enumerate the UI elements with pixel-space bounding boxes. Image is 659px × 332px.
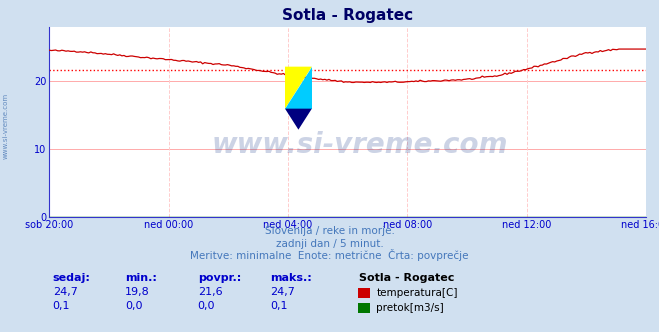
Text: 21,6: 21,6: [198, 287, 222, 297]
Text: 24,7: 24,7: [53, 287, 78, 297]
Text: temperatura[C]: temperatura[C]: [376, 288, 458, 298]
Text: www.si-vreme.com: www.si-vreme.com: [212, 131, 508, 159]
Text: 0,0: 0,0: [125, 301, 143, 311]
Text: 0,1: 0,1: [53, 301, 71, 311]
Text: zadnji dan / 5 minut.: zadnji dan / 5 minut.: [275, 239, 384, 249]
Text: povpr.:: povpr.:: [198, 273, 241, 283]
Text: min.:: min.:: [125, 273, 157, 283]
Polygon shape: [285, 67, 312, 109]
Text: 0,1: 0,1: [270, 301, 288, 311]
Text: www.si-vreme.com: www.si-vreme.com: [2, 93, 9, 159]
Text: 24,7: 24,7: [270, 287, 295, 297]
Polygon shape: [285, 67, 312, 109]
Text: Sotla - Rogatec: Sotla - Rogatec: [359, 273, 455, 283]
Text: 19,8: 19,8: [125, 287, 150, 297]
Text: Slovenija / reke in morje.: Slovenija / reke in morje.: [264, 226, 395, 236]
Title: Sotla - Rogatec: Sotla - Rogatec: [282, 8, 413, 23]
Text: 0,0: 0,0: [198, 301, 215, 311]
Text: pretok[m3/s]: pretok[m3/s]: [376, 303, 444, 313]
Polygon shape: [285, 109, 312, 129]
Text: Meritve: minimalne  Enote: metrične  Črta: povprečje: Meritve: minimalne Enote: metrične Črta:…: [190, 249, 469, 261]
Text: maks.:: maks.:: [270, 273, 312, 283]
Text: sedaj:: sedaj:: [53, 273, 90, 283]
